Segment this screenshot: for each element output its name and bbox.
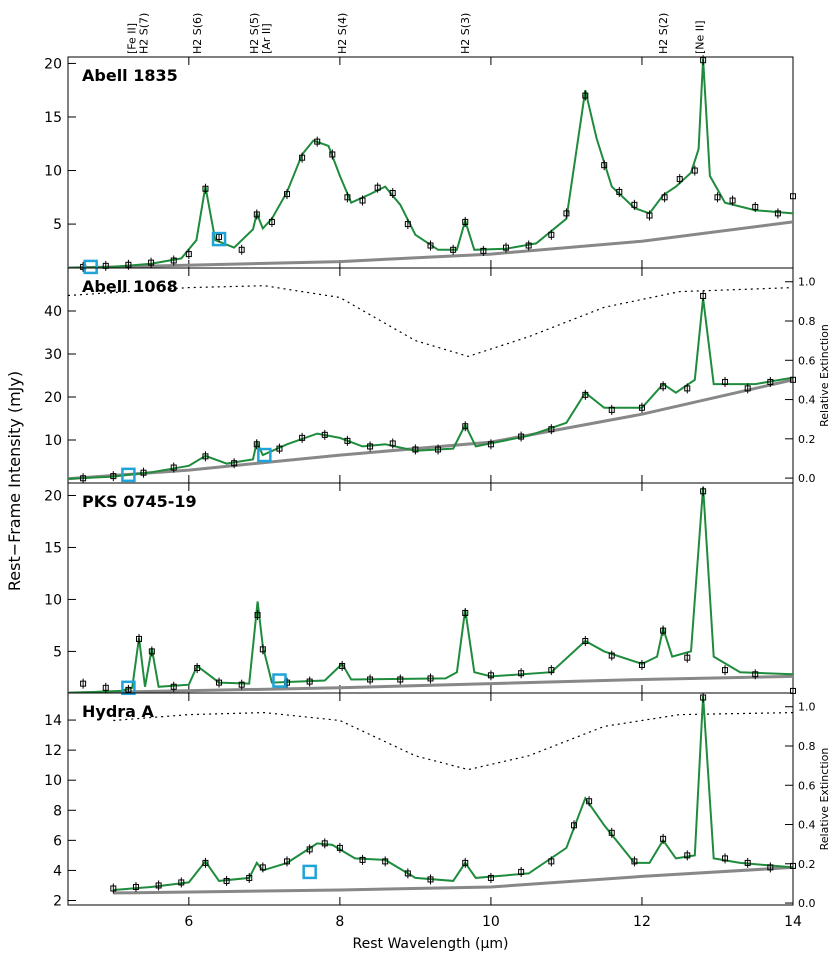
y-tick-label: 15	[44, 110, 62, 126]
y-tick-label: 40	[44, 304, 62, 320]
y-tick-label: 20	[44, 390, 62, 406]
model-curve	[113, 695, 793, 891]
model-curve	[68, 487, 793, 693]
line-label: H2 S(5)	[248, 13, 261, 54]
line-label: H2 S(7)	[138, 13, 151, 54]
y2-tick-label: 0.4	[798, 394, 816, 407]
model-curve	[68, 378, 793, 481]
masked-point	[272, 673, 287, 688]
model-curve	[68, 297, 793, 480]
y2-tick-label: 0.4	[798, 819, 816, 832]
line-label: H2 S(4)	[336, 13, 349, 54]
y-tick-label: 20	[44, 56, 62, 72]
y-tick-label: 30	[44, 347, 62, 363]
y2-axis-label: Relative Extinction	[818, 748, 830, 851]
masked-point	[257, 447, 272, 463]
y-tick-label: 5	[53, 217, 62, 233]
model-curve	[113, 865, 793, 895]
x-tick-label: 14	[784, 914, 802, 930]
line-label: [Fe II]	[125, 23, 138, 54]
y2-tick-label: 0.0	[798, 472, 816, 485]
masked-point	[211, 231, 227, 247]
y2-tick-label: 0.8	[798, 315, 816, 328]
line-label: H2 S(6)	[191, 13, 204, 54]
model-curve	[68, 674, 793, 693]
y-tick-label: 2	[53, 893, 62, 909]
y2-axis-label: Relative Extinction	[818, 324, 830, 427]
y-tick-label: 8	[53, 803, 62, 819]
y2-tick-label: 0.2	[798, 433, 816, 446]
x-tick-label: 6	[184, 914, 193, 930]
y2-tick-label: 1.0	[798, 701, 816, 714]
y-tick-label: 10	[44, 773, 62, 789]
y-tick-label: 10	[44, 164, 62, 180]
plot-frame	[67, 692, 794, 906]
x-tick-label: 12	[633, 914, 651, 930]
model-curve	[68, 59, 793, 268]
y-tick-label: 4	[53, 863, 62, 879]
masked-point	[121, 467, 136, 483]
y-tick-label: 6	[53, 833, 62, 849]
y2-tick-label: 1.0	[798, 276, 816, 289]
panel-title: PKS 0745-19	[82, 492, 197, 511]
masked-point	[121, 680, 136, 696]
y2-tick-label: 0.6	[798, 779, 816, 792]
extinction-curve	[68, 285, 793, 358]
line-label: [Ne II]	[693, 20, 706, 54]
y2-tick-label: 0.0	[798, 897, 816, 910]
y2-tick-label: 0.6	[798, 354, 816, 367]
y-tick-label: 12	[44, 743, 62, 759]
line-label: H2 S(2)	[657, 13, 670, 54]
line-label: [Ar II]	[260, 23, 273, 54]
y2-tick-label: 0.2	[798, 858, 816, 871]
masked-point	[302, 864, 317, 880]
panel-title: Abell 1068	[82, 277, 178, 296]
x-tick-label: 10	[482, 914, 500, 930]
y-tick-label: 20	[44, 488, 62, 504]
x-axis-label: Rest Wavelength (μm)	[353, 936, 509, 952]
y-tick-label: 14	[44, 713, 62, 729]
y-tick-label: 5	[53, 644, 62, 660]
panel-title: Hydra A	[82, 702, 155, 721]
plot-frame	[67, 482, 794, 694]
extinction-curve	[113, 711, 793, 771]
y-tick-label: 10	[44, 592, 62, 608]
y2-tick-label: 0.8	[798, 740, 816, 753]
masked-point	[83, 259, 98, 275]
x-tick-label: 8	[335, 914, 344, 930]
model-curve	[68, 220, 793, 268]
line-label: H2 S(3)	[459, 13, 472, 54]
y-tick-label: 15	[44, 540, 62, 556]
panel-title: Abell 1835	[82, 66, 178, 85]
y-tick-label: 10	[44, 433, 62, 449]
y-axis-label: Rest−Frame Intensity (mJy)	[5, 371, 24, 591]
